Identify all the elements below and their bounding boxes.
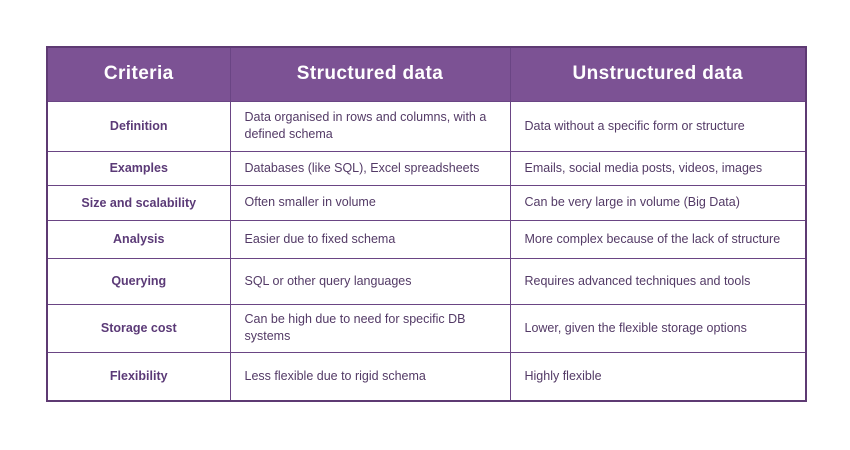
criteria-cell: Querying bbox=[46, 257, 231, 305]
column-header-structured-data: Structured data bbox=[229, 46, 511, 102]
structured-cell: SQL or other query languages bbox=[229, 257, 511, 305]
unstructured-cell: Lower, given the flexible storage option… bbox=[509, 303, 807, 353]
unstructured-cell: Emails, social media posts, videos, imag… bbox=[509, 150, 807, 186]
table-row-examples: Examples Databases (like SQL), Excel spr… bbox=[46, 150, 807, 186]
column-header-criteria: Criteria bbox=[46, 46, 231, 102]
criteria-cell: Flexibility bbox=[46, 351, 231, 402]
table-row-analysis: Analysis Easier due to fixed schema More… bbox=[46, 219, 807, 259]
criteria-cell: Size and scalability bbox=[46, 184, 231, 221]
criteria-cell: Analysis bbox=[46, 219, 231, 259]
structured-cell: Can be high due to need for specific DB … bbox=[229, 303, 511, 353]
unstructured-cell: Can be very large in volume (Big Data) bbox=[509, 184, 807, 221]
criteria-cell: Storage cost bbox=[46, 303, 231, 353]
header-row: Criteria Structured data Unstructured da… bbox=[46, 46, 807, 102]
column-header-unstructured-data: Unstructured data bbox=[509, 46, 807, 102]
table-row-size-and-scalability: Size and scalability Often smaller in vo… bbox=[46, 184, 807, 221]
unstructured-cell: Data without a specific form or structur… bbox=[509, 100, 807, 152]
unstructured-cell: More complex because of the lack of stru… bbox=[509, 219, 807, 259]
criteria-cell: Examples bbox=[46, 150, 231, 186]
table-row-flexibility: Flexibility Less flexible due to rigid s… bbox=[46, 351, 807, 402]
structured-cell: Data organised in rows and columns, with… bbox=[229, 100, 511, 152]
structured-cell: Less flexible due to rigid schema bbox=[229, 351, 511, 402]
table-row-querying: Querying SQL or other query languages Re… bbox=[46, 257, 807, 305]
unstructured-cell: Highly flexible bbox=[509, 351, 807, 402]
unstructured-cell: Requires advanced techniques and tools bbox=[509, 257, 807, 305]
structured-cell: Databases (like SQL), Excel spreadsheets bbox=[229, 150, 511, 186]
structured-cell: Often smaller in volume bbox=[229, 184, 511, 221]
criteria-cell: Definition bbox=[46, 100, 231, 152]
table-row-storage-cost: Storage cost Can be high due to need for… bbox=[46, 303, 807, 353]
comparison-table: Criteria Structured data Unstructured da… bbox=[46, 46, 807, 402]
structured-cell: Easier due to fixed schema bbox=[229, 219, 511, 259]
table-row-definition: Definition Data organised in rows and co… bbox=[46, 100, 807, 152]
